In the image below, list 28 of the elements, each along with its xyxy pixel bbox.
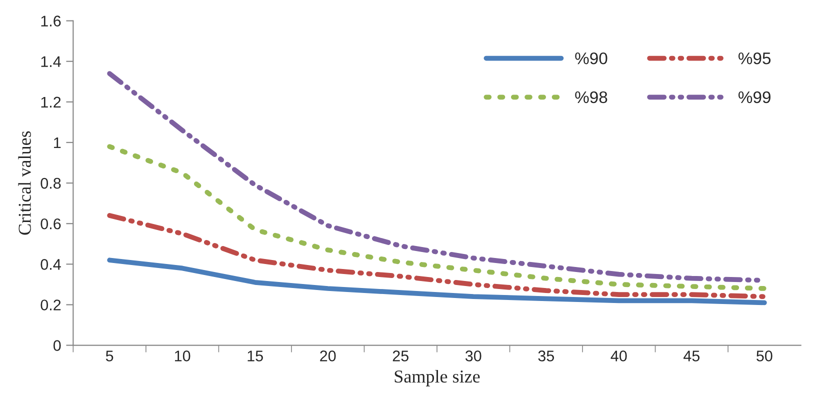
y-tick-label: 0.8: [40, 178, 61, 189]
y-tick-label: 0.4: [40, 259, 61, 270]
legend-label: %90: [575, 52, 608, 64]
line-series: [107, 213, 767, 300]
y-tick-label: 1.4: [41, 56, 61, 67]
line-series: [107, 258, 767, 306]
legend-label: %99: [738, 91, 770, 104]
x-tick-label: 20: [320, 350, 336, 362]
x-tick-label: 5: [106, 350, 114, 362]
line-series: [107, 144, 767, 291]
x-tick-label: 25: [392, 350, 408, 362]
y-tick-label: 1.2: [41, 96, 61, 108]
y-tick-label: 0.6: [40, 218, 61, 230]
y-tick-label: 0.2: [40, 300, 61, 310]
x-tick-label: 40: [610, 350, 627, 362]
x-tick-label: 45: [684, 350, 700, 362]
x-tick-label: 15: [248, 350, 263, 362]
y-tick-label: 0: [53, 340, 61, 351]
x-tick-label: 30: [465, 350, 482, 362]
x-tick-label: 10: [174, 350, 190, 362]
y-tick-label: 1: [54, 138, 61, 148]
x-tick-label: 35: [538, 350, 554, 362]
x-axis-title: Sample size: [394, 370, 480, 386]
y-axis-title: Critical values: [18, 131, 31, 235]
legend-label: %98: [575, 91, 608, 104]
x-tick-label: 50: [756, 350, 772, 362]
legend-label: %95: [738, 52, 771, 64]
y-tick-label: 1.6: [41, 16, 61, 26]
